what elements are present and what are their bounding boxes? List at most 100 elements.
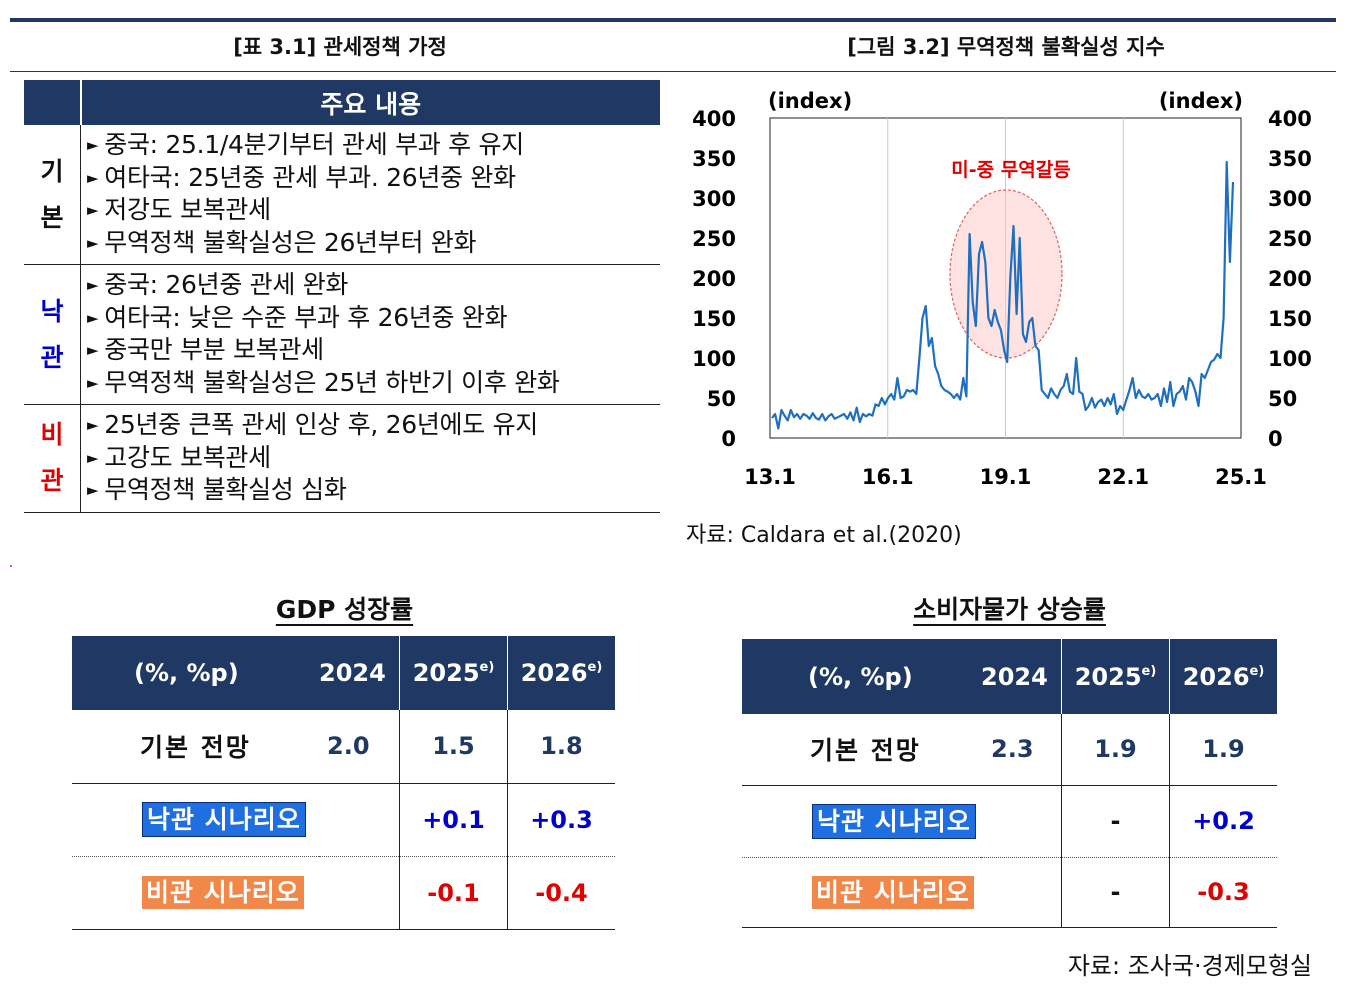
gdp-optimistic-2025: +0.1 (399, 783, 508, 857)
y-tick-label-right: 400 (1268, 107, 1312, 131)
y-tick-label-right: 0 (1268, 427, 1283, 451)
gridlines (887, 118, 1124, 438)
gdp-table-title: GDP 성장률 (275, 595, 414, 624)
y-tick-label-right: 200 (1268, 267, 1312, 291)
cpi-base-2025: 1.9 (1061, 714, 1170, 786)
bullet-item: 무역정책 불확실성 심화 (87, 474, 660, 507)
cpi-base-label: 기본 전망 (810, 736, 921, 766)
bullet-item: 중국만 부분 보복관세 (87, 334, 660, 367)
cpi-optimistic-2026: +0.2 (1169, 785, 1277, 858)
cpi-base-2026: 1.9 (1169, 714, 1277, 786)
y-tick-label-left: 150 (692, 307, 736, 331)
scenario-items-pessimistic: 25년중 큰폭 관세 인상 후, 26년에도 유지 고강도 보복관세 무역정책 … (80, 404, 660, 513)
y-tick-label-left: 350 (692, 147, 736, 171)
gdp-pessimistic-label: 비관 시나리오 (142, 876, 304, 909)
label-char: 비 (40, 420, 64, 450)
cpi-pessimistic-row: 비관 시나리오 - -0.3 (742, 857, 1277, 928)
cpi-year-2026: 2026e) (1169, 639, 1277, 714)
gdp-unit: (%, %p) (72, 636, 319, 710)
cpi-pessimistic-2025: - (1061, 857, 1170, 928)
year-text: 2026 (520, 659, 588, 687)
table-header-row: 주요 내용 (24, 80, 660, 125)
gdp-pessimistic-label-cell: 비관 시나리오 (72, 856, 400, 930)
cpi-unit: (%, %p) (742, 639, 981, 714)
y-tick-label-right: 50 (1268, 387, 1297, 411)
scenario-label-pessimistic: 비 관 (24, 404, 81, 513)
x-tick-label: 25.1 (1215, 465, 1267, 489)
y-tick-label-left: 250 (692, 227, 736, 251)
x-tick-label: 13.1 (744, 465, 796, 489)
estimate-mark: e) (1141, 663, 1157, 679)
gdp-base-2026: 1.8 (507, 710, 615, 784)
scenario-row-optimistic: 낙 관 중국: 26년중 관세 완화 여타국: 낮은 수준 부과 후 26년중 … (24, 264, 660, 405)
trade-conflict-annotation: 미-중 무역갈등 (951, 159, 1070, 181)
bullet-item: 무역정책 불확실성은 26년부터 완화 (87, 227, 660, 260)
stray-mark (10, 565, 12, 567)
year-text: 2026 (1182, 662, 1250, 691)
gdp-year-2026: 2026e) (507, 636, 615, 710)
gdp-base-row: 기본 전망 2.0 1.5 1.8 (72, 710, 615, 784)
gdp-base-label-cell: 기본 전망 (72, 710, 319, 784)
bullet-item: 무역정책 불확실성은 25년 하반기 이후 완화 (87, 367, 660, 400)
gdp-header-row: (%, %p) 2024 2025e) 2026e) (72, 636, 615, 710)
gdp-pessimistic-2025: -0.1 (399, 856, 508, 930)
cpi-optimistic-label-cell: 낙관 시나리오 (742, 785, 1062, 858)
y-tick-label-left: 300 (692, 187, 736, 211)
cpi-optimistic-row: 낙관 시나리오 - +0.2 (742, 785, 1277, 858)
y-tick-label-left: 100 (692, 347, 736, 371)
y-tick-label-left: 400 (692, 107, 736, 131)
bullet-item: 저강도 보복관세 (87, 194, 660, 227)
scenario-items-optimistic: 중국: 26년중 관세 완화 여타국: 낮은 수준 부과 후 26년중 완화 중… (80, 264, 660, 405)
cpi-pessimistic-label: 비관 시나리오 (812, 875, 974, 909)
table-title: [표 3.1] 관세정책 가정 (233, 35, 447, 59)
series-line-tpu-index (771, 160, 1235, 430)
scenario-row-base: 기 본 중국: 25.1/4분기부터 관세 부과 후 유지 여타국: 25년중 … (24, 125, 660, 265)
cpi-base-label-cell: 기본 전망 (742, 714, 981, 786)
x-tick-label: 19.1 (980, 465, 1032, 489)
cpi-header-row: (%, %p) 2024 2025e) 2026e) (742, 639, 1277, 714)
gdp-base-2025: 1.5 (399, 710, 508, 784)
y-axis-label-left: (index) (768, 89, 852, 113)
cpi-optimistic-2025: - (1061, 785, 1170, 858)
footer-source: 자료: 조사국·경제모형실 (1067, 952, 1312, 980)
cpi-pessimistic-2026: -0.3 (1169, 857, 1277, 928)
bullet-item: 여타국: 25년중 관세 부과. 26년중 완화 (87, 162, 660, 195)
label-char: 관 (40, 466, 64, 496)
gdp-optimistic-2026: +0.3 (507, 783, 615, 857)
gdp-year-2025: 2025e) (399, 636, 508, 710)
gdp-optimistic-label: 낙관 시나리오 (142, 802, 306, 837)
gdp-base-2024: 2.0 (319, 710, 400, 784)
title-rule (10, 71, 1336, 72)
gdp-year-2024: 2024 (319, 636, 400, 710)
label-char: 낙 (40, 296, 64, 326)
label-char: 본 (40, 202, 64, 232)
estimate-mark: e) (1249, 663, 1265, 679)
x-tick-label: 16.1 (862, 465, 914, 489)
header-blank-cell (24, 80, 82, 125)
cpi-table-title: 소비자물가 상승률 (913, 595, 1106, 624)
gdp-pessimistic-row: 비관 시나리오 -0.1 -0.4 (72, 856, 615, 930)
top-rule (10, 18, 1336, 22)
cpi-base-2024: 2.3 (981, 714, 1062, 786)
scenario-label-optimistic: 낙 관 (24, 264, 81, 405)
tariff-assumption-table: 주요 내용 기 본 중국: 25.1/4분기부터 관세 부과 후 유지 여타국:… (24, 80, 660, 513)
y-ticks-left: 0 50 100 150 200 250 300 350 400 (692, 107, 736, 451)
y-tick-label-left: 200 (692, 267, 736, 291)
scenario-items-base: 중국: 25.1/4분기부터 관세 부과 후 유지 여타국: 25년중 관세 부… (80, 125, 660, 265)
cpi-base-row: 기본 전망 2.3 1.9 1.9 (742, 714, 1277, 786)
y-ticks-right: 0 50 100 150 200 250 300 350 400 (1268, 107, 1312, 451)
estimate-mark: e) (587, 660, 603, 675)
label-char: 기 (40, 156, 64, 186)
y-axis-label-right: (index) (1159, 89, 1243, 113)
cpi-inflation-table: (%, %p) 2024 2025e) 2026e) 기본 전망 2.3 1.9… (742, 639, 1277, 928)
scenario-row-pessimistic: 비 관 25년중 큰폭 관세 인상 후, 26년에도 유지 고강도 보복관세 무… (24, 404, 660, 513)
x-ticks: 13.1 16.1 19.1 22.1 25.1 (744, 465, 1267, 489)
estimate-mark: e) (479, 660, 495, 675)
y-tick-label-left: 50 (707, 387, 736, 411)
label-char: 관 (40, 342, 64, 372)
scenario-label-base: 기 본 (24, 125, 81, 265)
y-tick-label-right: 150 (1268, 307, 1312, 331)
figure-source: 자료: Caldara et al.(2020) (686, 523, 962, 548)
y-tick-label-right: 300 (1268, 187, 1312, 211)
gdp-optimistic-label-cell: 낙관 시나리오 (72, 783, 400, 857)
